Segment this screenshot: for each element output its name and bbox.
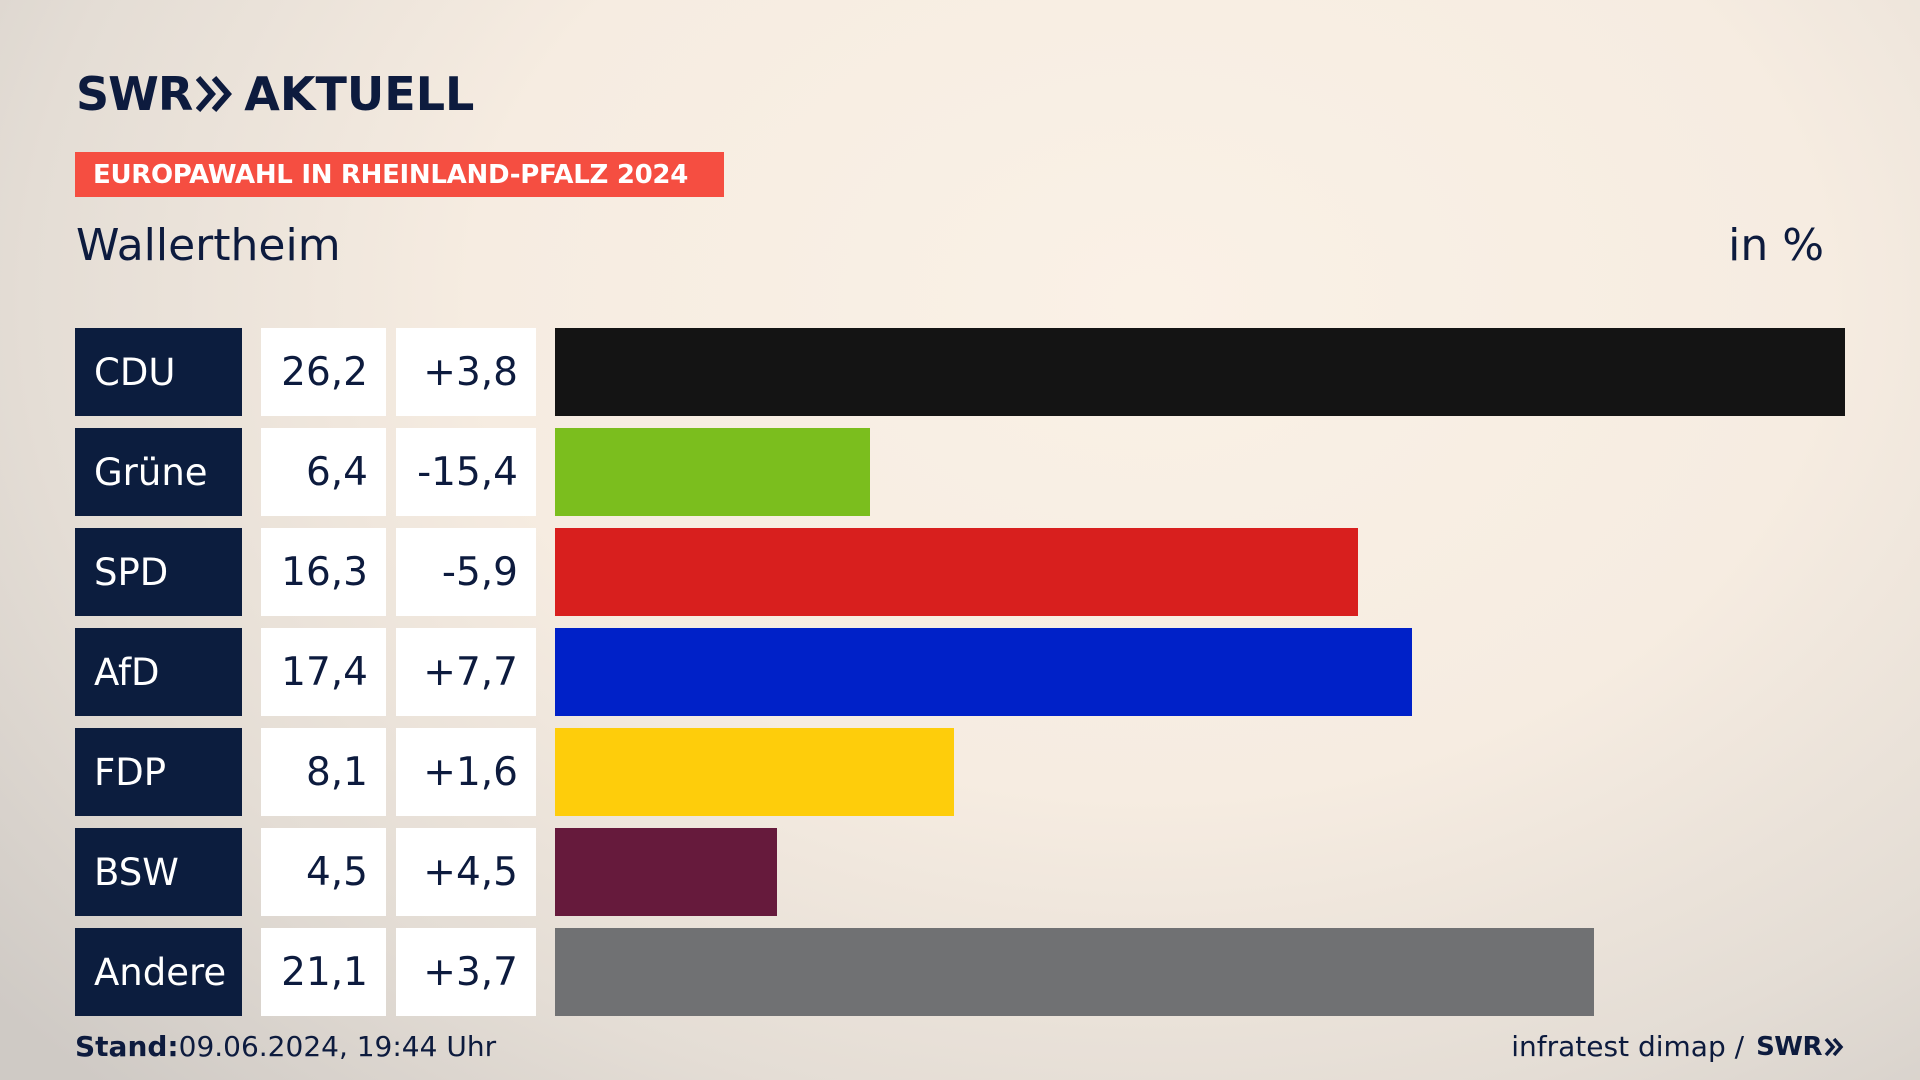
party-label: AfD <box>75 628 242 716</box>
logo-swr-text: SWR <box>76 67 193 121</box>
party-label: CDU <box>75 328 242 416</box>
vote-change-value: -5,9 <box>396 528 536 616</box>
swr-aktuell-logo: SWR AKTUELL <box>76 70 474 118</box>
vote-change-value: +7,7 <box>396 628 536 716</box>
vote-share-value: 21,1 <box>261 928 386 1016</box>
municipality-title: Wallertheim <box>76 220 341 271</box>
party-label: SPD <box>75 528 242 616</box>
result-bar <box>555 928 1594 1016</box>
result-bar <box>555 828 777 916</box>
party-label: Andere <box>75 928 242 1016</box>
party-label: Grüne <box>75 428 242 516</box>
double-chevron-small-icon <box>1824 1037 1844 1056</box>
result-bar <box>555 428 870 516</box>
source-credit: infratest dimap / SWR <box>1511 1030 1844 1063</box>
vote-change-value: +3,7 <box>396 928 536 1016</box>
result-bar <box>555 628 1412 716</box>
vote-change-value: -15,4 <box>396 428 536 516</box>
vote-share-value: 4,5 <box>261 828 386 916</box>
vote-share-value: 17,4 <box>261 628 386 716</box>
vote-share-value: 26,2 <box>261 328 386 416</box>
vote-share-value: 6,4 <box>261 428 386 516</box>
party-label: BSW <box>75 828 242 916</box>
logo-aktuell-text: AKTUELL <box>244 67 475 121</box>
election-banner: EUROPAWAHL IN RHEINLAND-PFALZ 2024 <box>75 152 724 197</box>
timestamp: Stand:09.06.2024, 19:44 Uhr <box>75 1030 496 1063</box>
result-bar <box>555 528 1358 616</box>
stand-value: 09.06.2024, 19:44 Uhr <box>178 1030 497 1063</box>
result-bar <box>555 328 1845 416</box>
party-label: FDP <box>75 728 242 816</box>
result-bar <box>555 728 954 816</box>
source-logo-swr: SWR <box>1756 1031 1822 1062</box>
vote-share-value: 8,1 <box>261 728 386 816</box>
stand-label: Stand: <box>75 1030 179 1063</box>
vote-share-value: 16,3 <box>261 528 386 616</box>
double-chevron-icon <box>196 76 233 112</box>
vote-change-value: +3,8 <box>396 328 536 416</box>
vote-change-value: +4,5 <box>396 828 536 916</box>
unit-label: in % <box>1728 220 1824 271</box>
vote-change-value: +1,6 <box>396 728 536 816</box>
source-text: infratest dimap / <box>1511 1030 1745 1063</box>
